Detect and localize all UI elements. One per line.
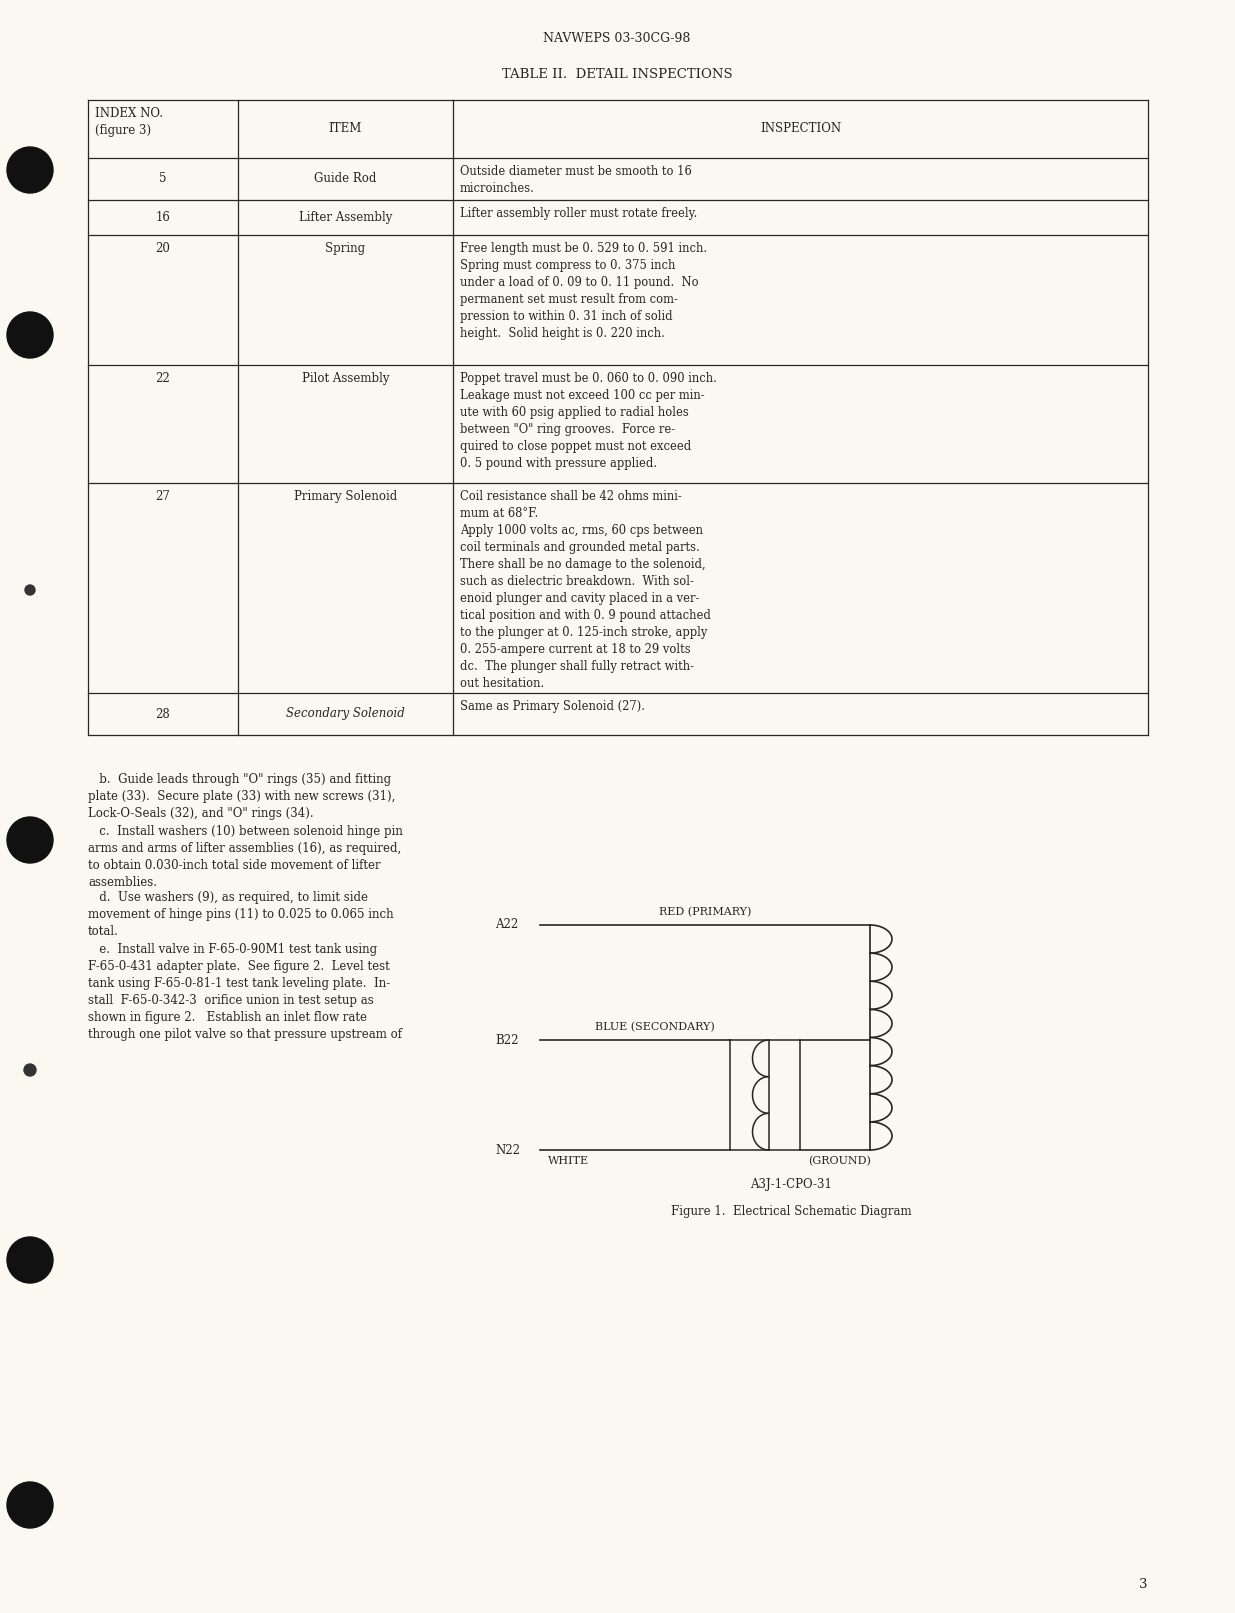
Text: Poppet travel must be 0. 060 to 0. 090 inch.
Leakage must not exceed 100 cc per : Poppet travel must be 0. 060 to 0. 090 i… [459, 373, 716, 469]
Text: e.  Install valve in F-65-0-90M1 test tank using
F-65-0-431 adapter plate.  See : e. Install valve in F-65-0-90M1 test tan… [88, 944, 403, 1040]
Text: 27: 27 [156, 490, 170, 503]
Text: Free length must be 0. 529 to 0. 591 inch.
Spring must compress to 0. 375 inch
u: Free length must be 0. 529 to 0. 591 inc… [459, 242, 708, 340]
Text: A22: A22 [495, 918, 519, 931]
Text: NAVWEPS 03-30CG-98: NAVWEPS 03-30CG-98 [543, 32, 690, 45]
Text: WHITE: WHITE [548, 1157, 589, 1166]
Text: 20: 20 [156, 242, 170, 255]
Text: Same as Primary Solenoid (27).: Same as Primary Solenoid (27). [459, 700, 645, 713]
Circle shape [7, 818, 53, 863]
Circle shape [7, 1482, 53, 1528]
Text: INSPECTION: INSPECTION [760, 123, 841, 135]
Text: Primary Solenoid: Primary Solenoid [294, 490, 398, 503]
Text: 16: 16 [156, 211, 170, 224]
Text: N22: N22 [495, 1144, 520, 1157]
Circle shape [7, 147, 53, 194]
Text: 3: 3 [1140, 1578, 1149, 1590]
Text: (GROUND): (GROUND) [808, 1157, 871, 1166]
Circle shape [25, 586, 35, 595]
Circle shape [23, 1065, 36, 1076]
Text: INDEX NO.
(figure 3): INDEX NO. (figure 3) [95, 106, 163, 137]
Text: A3J-1-CPO-31: A3J-1-CPO-31 [750, 1177, 832, 1190]
Text: RED (PRIMARY): RED (PRIMARY) [658, 907, 751, 918]
Text: Figure 1.  Electrical Schematic Diagram: Figure 1. Electrical Schematic Diagram [671, 1205, 911, 1218]
Text: ITEM: ITEM [329, 123, 362, 135]
Circle shape [7, 311, 53, 358]
Text: Outside diameter must be smooth to 16
microinches.: Outside diameter must be smooth to 16 mi… [459, 165, 692, 195]
Text: Guide Rod: Guide Rod [315, 173, 377, 185]
Text: b.  Guide leads through "O" rings (35) and fitting
plate (33).  Secure plate (33: b. Guide leads through "O" rings (35) an… [88, 773, 395, 819]
Text: Lifter assembly roller must rotate freely.: Lifter assembly roller must rotate freel… [459, 206, 698, 219]
Text: Spring: Spring [326, 242, 366, 255]
Text: 5: 5 [159, 173, 167, 185]
Text: c.  Install washers (10) between solenoid hinge pin
arms and arms of lifter asse: c. Install washers (10) between solenoid… [88, 824, 403, 889]
Text: Lifter Assembly: Lifter Assembly [299, 211, 393, 224]
Text: d.  Use washers (9), as required, to limit side
movement of hinge pins (11) to 0: d. Use washers (9), as required, to limi… [88, 890, 394, 939]
Circle shape [7, 1237, 53, 1282]
Text: Pilot Assembly: Pilot Assembly [301, 373, 389, 386]
Text: Secondary Solenoid: Secondary Solenoid [287, 708, 405, 721]
Text: TABLE II.  DETAIL INSPECTIONS: TABLE II. DETAIL INSPECTIONS [501, 68, 732, 81]
Text: Coil resistance shall be 42 ohms mini-
mum at 68°F.
Apply 1000 volts ac, rms, 60: Coil resistance shall be 42 ohms mini- m… [459, 490, 711, 690]
Text: 28: 28 [156, 708, 170, 721]
Text: 22: 22 [156, 373, 170, 386]
Text: BLUE (SECONDARY): BLUE (SECONDARY) [595, 1023, 715, 1032]
Text: B22: B22 [495, 1034, 519, 1047]
